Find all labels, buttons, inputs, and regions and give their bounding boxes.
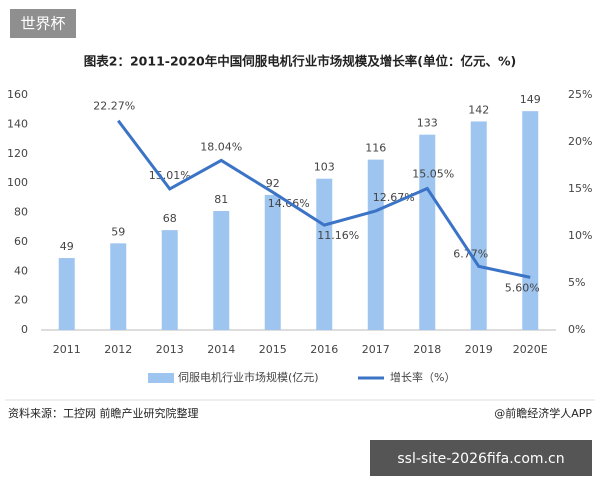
y2-tick-label: 20% <box>568 135 592 148</box>
line-label: 15.05% <box>412 168 454 181</box>
y-tick-label: 60 <box>14 235 28 248</box>
badge: 世界杯 <box>20 15 65 33</box>
line-label: 12.67% <box>373 191 415 204</box>
bar <box>264 194 281 330</box>
badge-box <box>10 9 76 38</box>
bar-label: 92 <box>266 177 280 190</box>
bar <box>367 159 384 330</box>
y-tick-label: 120 <box>7 147 28 160</box>
bar-label: 81 <box>214 193 228 206</box>
x-tick-label: 2014 <box>207 343 235 356</box>
bar <box>161 230 178 330</box>
y-tick-label: 100 <box>7 176 28 189</box>
x-tick-label: 2018 <box>413 343 441 356</box>
line-label: 5.60% <box>505 281 540 294</box>
y2-tick-label: 15% <box>568 182 592 195</box>
bar <box>213 211 230 330</box>
legend-label: 伺服电机行业市场规模(亿元) <box>178 370 319 384</box>
line-label: 22.27% <box>93 100 135 113</box>
bar-label: 68 <box>163 212 177 225</box>
line <box>117 119 531 279</box>
bar <box>419 134 436 330</box>
legend-swatch <box>148 373 174 383</box>
line-label: 11.16% <box>317 229 359 242</box>
bar-label: 103 <box>314 161 335 174</box>
chart-title: 图表2：2011-2020年中国伺服电机行业市场规模及增长率(单位：亿元、%) <box>84 54 516 69</box>
x-tick-label: 2015 <box>259 343 287 356</box>
y2-tick-label: 5% <box>568 276 585 289</box>
legend-label: 增长率（%） <box>390 370 455 384</box>
bar-label: 142 <box>468 103 489 116</box>
bar-label: 133 <box>417 117 438 130</box>
bar-label: 59 <box>111 225 125 238</box>
x-tick-label: 2020E <box>513 343 548 356</box>
source: 资料来源：工控网 前瞻产业研究院整理 <box>8 406 199 420</box>
bar <box>470 121 487 330</box>
x-tick-label: 2016 <box>310 343 338 356</box>
y2-tick-label: 0% <box>568 323 585 336</box>
line-label: 18.04% <box>200 140 242 153</box>
watermark: ssl-site-2026fifa.com.cn <box>397 451 564 467</box>
bar <box>58 258 75 330</box>
bar <box>522 111 539 330</box>
bar-label: 149 <box>520 93 541 106</box>
watermark-box <box>370 440 592 476</box>
x-tick-label: 2017 <box>362 343 390 356</box>
bar <box>110 243 127 330</box>
bar <box>316 178 333 330</box>
y2-tick-label: 25% <box>568 88 592 101</box>
bar-label: 116 <box>365 142 386 155</box>
x-tick-label: 2012 <box>104 343 132 356</box>
y-tick-label: 80 <box>14 206 28 219</box>
x-tick-label: 2019 <box>465 343 493 356</box>
line-label: 15.01% <box>149 169 191 182</box>
y-tick-label: 0 <box>21 323 28 336</box>
y-tick-label: 20 <box>14 294 28 307</box>
bar-label: 49 <box>60 240 74 253</box>
y-tick-label: 140 <box>7 117 28 130</box>
y-tick-label: 40 <box>14 264 28 277</box>
x-tick-label: 2013 <box>156 343 184 356</box>
brand: @前瞻经济学人APP <box>494 406 592 420</box>
x-tick-label: 2011 <box>53 343 81 356</box>
y2-tick-label: 10% <box>568 229 592 242</box>
y-tick-label: 160 <box>7 88 28 101</box>
